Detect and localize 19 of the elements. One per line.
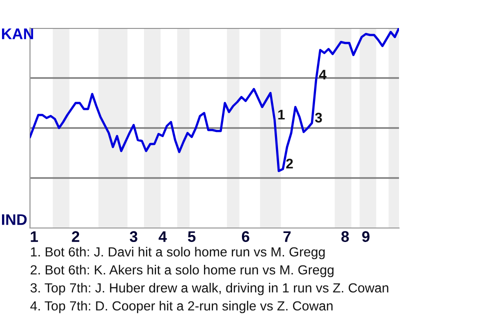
annotation: 1 [278, 110, 285, 120]
annotation: 3 [315, 112, 322, 123]
x-tick-label: 4 [158, 231, 167, 242]
text: 4. Top 7th: D. Cooper hit a 2-run single vs Z. Cowan [30, 300, 333, 314]
text: IND [2, 214, 27, 225]
x-tick-label: 3 [130, 231, 138, 242]
text: 3. Top 7th: J. Huber drew a walk, driving in 1 run vs Z. Cowan [30, 282, 388, 296]
annotation: KAN [2, 28, 34, 40]
x-tick-label: 7 [283, 231, 291, 242]
text: 1. Bot 6th: J. Davi hit a solo home run vs M. Gregg [31, 246, 325, 260]
x-tick-label: 5 [188, 231, 196, 242]
x-tick-label: 1 [30, 231, 38, 242]
x-tick-label: 2 [72, 231, 80, 242]
x-tick-label: 6 [242, 231, 250, 242]
x-tick-label: 9 [362, 231, 370, 242]
annotation: 4 [319, 70, 327, 80]
text: 2. Bot 6th: K. Akers hit a solo home run vs M. Gregg [30, 264, 334, 278]
x-tick-label: 8 [341, 231, 349, 242]
annotation: 2 [286, 158, 293, 168]
